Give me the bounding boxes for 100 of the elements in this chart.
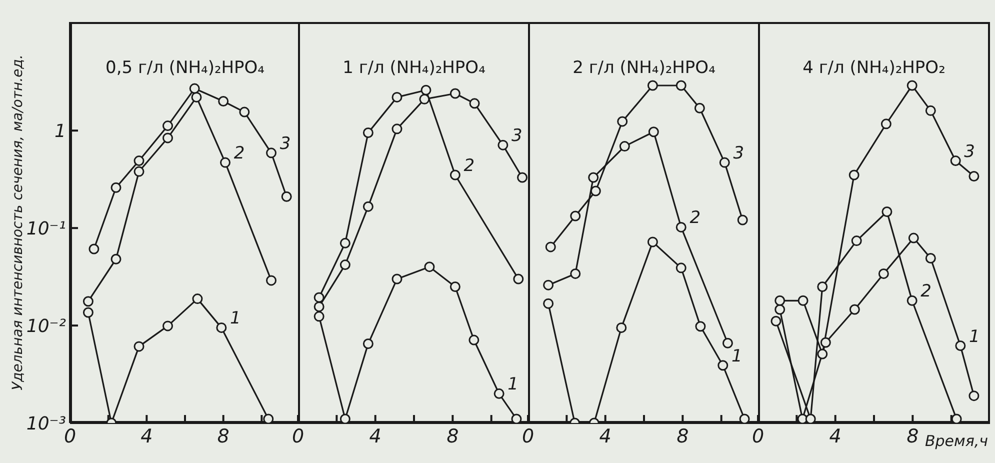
- point: [340, 414, 350, 423]
- series-label: 3: [512, 126, 522, 146]
- text: 0,5 г/л (NH₄)₂HPO₄: [104, 58, 266, 78]
- point: [511, 414, 522, 423]
- series-label: 1: [969, 326, 980, 347]
- point: [314, 311, 324, 322]
- point: [805, 414, 816, 423]
- point: [340, 238, 350, 248]
- series-label: 2: [920, 282, 932, 302]
- point: [676, 80, 686, 91]
- x-tick-label: 0: [64, 425, 76, 448]
- point: [162, 120, 173, 132]
- point: [450, 88, 460, 99]
- series-label: 1: [230, 308, 241, 329]
- point: [362, 338, 374, 350]
- point: [908, 232, 919, 244]
- series-label: 3: [280, 134, 291, 154]
- point: [820, 337, 831, 348]
- series-label: 3: [733, 144, 744, 164]
- point: [770, 316, 782, 326]
- point: [848, 170, 860, 180]
- y-tick-label: 10⁻¹: [26, 218, 66, 240]
- point: [955, 340, 966, 352]
- point: [392, 274, 402, 284]
- point: [82, 296, 94, 307]
- y-tick-label: 10⁻²: [26, 316, 66, 337]
- point: [906, 295, 918, 306]
- x-tick-label: 0: [292, 425, 304, 448]
- point: [162, 320, 173, 332]
- point: [513, 274, 524, 284]
- point: [450, 281, 460, 292]
- point: [392, 92, 402, 102]
- point: [263, 414, 274, 423]
- point: [134, 156, 144, 166]
- series-label: 2: [464, 156, 475, 176]
- point: [676, 222, 686, 232]
- text: 2 г/л (NH₄)₂HPO₄: [572, 58, 716, 78]
- point: [950, 156, 961, 166]
- point: [878, 268, 889, 279]
- point: [543, 280, 554, 290]
- point: [619, 141, 630, 152]
- point: [851, 236, 862, 246]
- point: [450, 170, 460, 180]
- text: 4 г/л (NH₄)₂HPO₂: [802, 58, 946, 78]
- point: [110, 254, 122, 264]
- point: [694, 102, 705, 114]
- point: [774, 295, 786, 306]
- point: [216, 322, 227, 333]
- point: [798, 295, 808, 306]
- point: [648, 126, 659, 138]
- x-tick-label: 4: [599, 425, 612, 448]
- point: [239, 106, 250, 118]
- point: [849, 304, 860, 315]
- x-tick-label: 4: [369, 425, 382, 448]
- point: [617, 116, 628, 127]
- point: [570, 268, 581, 279]
- point: [817, 281, 828, 292]
- point: [162, 132, 173, 144]
- point: [590, 186, 601, 196]
- point: [737, 214, 748, 226]
- point: [774, 304, 786, 315]
- point: [340, 260, 350, 270]
- point: [498, 140, 508, 150]
- point: [191, 92, 202, 102]
- point: [314, 301, 324, 312]
- point: [906, 80, 918, 91]
- x-tick-label: 8: [217, 425, 230, 448]
- point: [718, 360, 728, 371]
- point: [314, 292, 324, 303]
- point: [469, 98, 480, 109]
- text: 1 г/л (NH₄)₂HPO₄: [342, 58, 486, 78]
- point: [362, 201, 374, 212]
- point: [88, 244, 100, 254]
- point: [722, 338, 733, 348]
- point: [281, 191, 292, 202]
- series-label: 1: [731, 346, 742, 366]
- point: [647, 80, 658, 91]
- y-tick-label: 10⁻³: [26, 413, 66, 434]
- series-label: 2: [234, 144, 245, 164]
- point: [739, 414, 750, 423]
- point: [424, 262, 435, 272]
- point: [545, 242, 556, 252]
- point: [968, 390, 980, 402]
- point: [570, 210, 581, 222]
- series-label: 1: [508, 374, 518, 395]
- point: [392, 124, 402, 134]
- point: [192, 294, 203, 304]
- point: [676, 262, 686, 274]
- point: [588, 172, 599, 183]
- point: [189, 83, 200, 94]
- point: [882, 206, 892, 217]
- point: [494, 388, 504, 399]
- point: [925, 105, 936, 116]
- point: [951, 414, 962, 423]
- point: [266, 148, 276, 158]
- point: [543, 298, 554, 309]
- point: [517, 172, 528, 183]
- point: [420, 84, 432, 96]
- x-tick-label: 4: [140, 425, 153, 448]
- point: [110, 182, 122, 193]
